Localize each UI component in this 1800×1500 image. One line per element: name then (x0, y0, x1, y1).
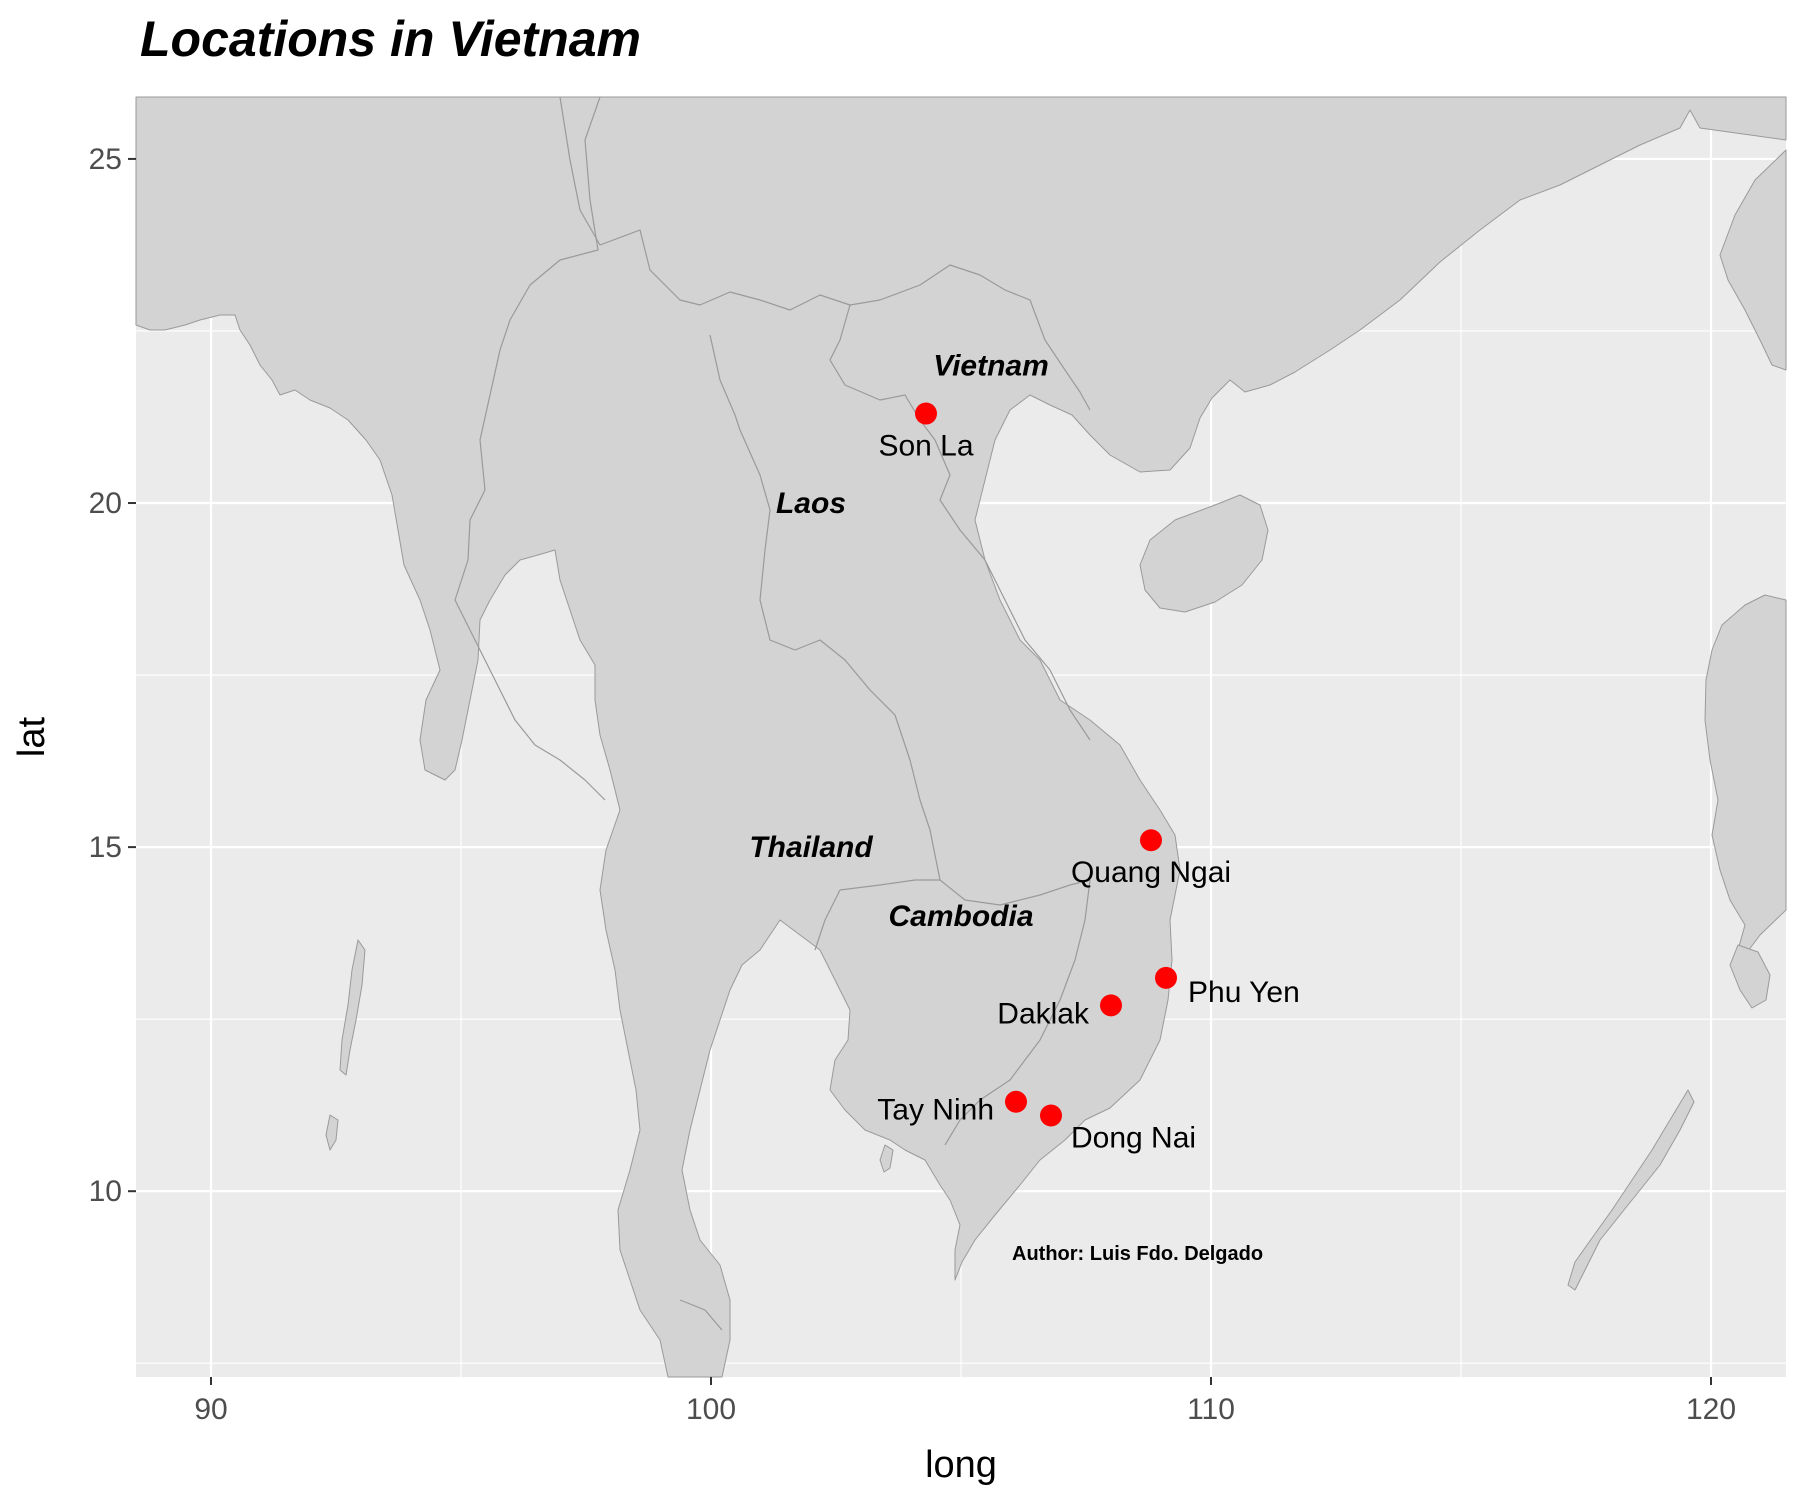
y-tick-label: 20 (89, 487, 122, 520)
phu-quoc-island (879, 1144, 894, 1173)
country-label: Laos (776, 487, 846, 520)
y-tick-label: 25 (89, 143, 122, 176)
little-andaman-island (325, 1114, 339, 1151)
axes: 90 100 110 120 10 15 20 25 (89, 143, 1736, 1426)
plot-title: Locations in Vietnam (140, 11, 642, 67)
taiwan-island (1719, 149, 1787, 371)
country-label: Vietnam (933, 349, 1049, 382)
location-label: Son La (878, 430, 973, 463)
y-axis-title: lat (11, 716, 53, 757)
mainland (135, 96, 1787, 1378)
location-label: Daklak (997, 997, 1090, 1030)
location-point (1140, 829, 1162, 852)
x-tick-label: 120 (1686, 1393, 1736, 1426)
andaman-islands (339, 939, 366, 1076)
x-axis-title: long (925, 1444, 997, 1486)
land-layer (135, 96, 1787, 1378)
x-tick-label: 110 (1187, 1393, 1235, 1426)
location-point (915, 402, 937, 425)
y-tick-label: 15 (89, 831, 122, 864)
location-point (1040, 1104, 1062, 1127)
location-label: Quang Ngai (1071, 856, 1231, 889)
x-tick-label: 90 (194, 1393, 227, 1426)
y-tick-label: 10 (89, 1175, 122, 1208)
country-label: Cambodia (888, 900, 1033, 933)
mindoro-island (1729, 944, 1771, 1009)
country-label: Thailand (749, 831, 873, 864)
palawan-island (1567, 1089, 1695, 1291)
location-label: Tay Ninh (877, 1094, 994, 1127)
location-point (1100, 994, 1122, 1017)
location-label: Dong Nai (1071, 1121, 1196, 1154)
author-caption: Author: Luis Fdo. Delgado (1012, 1243, 1263, 1265)
location-point (1155, 966, 1177, 989)
point-layer: Vietnam Laos Thailand Cambodia Son La Quang N… (749, 349, 1299, 1154)
hainan-island (1139, 494, 1269, 613)
country-borders (454, 96, 1091, 1331)
x-tick-label: 100 (686, 1393, 736, 1426)
location-point (1005, 1090, 1027, 1113)
location-label: Phu Yen (1188, 976, 1300, 1009)
